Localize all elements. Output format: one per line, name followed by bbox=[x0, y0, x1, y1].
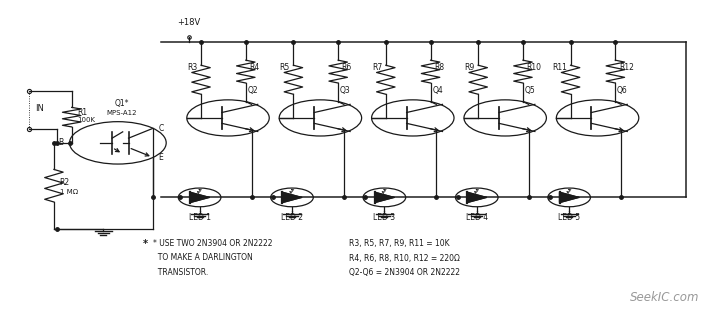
Polygon shape bbox=[283, 192, 301, 203]
Text: LED 4: LED 4 bbox=[466, 213, 487, 222]
Text: R4, R6, R8, R10, R12 = 220Ω: R4, R6, R8, R10, R12 = 220Ω bbox=[349, 253, 459, 262]
Text: IN: IN bbox=[35, 104, 44, 113]
Text: B: B bbox=[59, 138, 64, 147]
Text: E: E bbox=[158, 153, 163, 162]
Text: R8: R8 bbox=[434, 63, 444, 72]
Text: Q6: Q6 bbox=[617, 86, 628, 95]
Text: R4: R4 bbox=[249, 63, 260, 72]
Text: * USE TWO 2N3904 OR 2N2222: * USE TWO 2N3904 OR 2N2222 bbox=[153, 239, 273, 248]
Text: R7: R7 bbox=[372, 63, 383, 72]
Text: Q5: Q5 bbox=[525, 86, 535, 95]
Polygon shape bbox=[375, 192, 394, 203]
Text: R2: R2 bbox=[60, 178, 70, 187]
Text: +18V: +18V bbox=[178, 18, 201, 27]
Text: R9: R9 bbox=[464, 63, 475, 72]
Text: TRANSISTOR.: TRANSISTOR. bbox=[153, 268, 209, 276]
Text: SeekIC.com: SeekIC.com bbox=[631, 291, 700, 304]
Text: Q1*: Q1* bbox=[114, 99, 129, 108]
Text: R3: R3 bbox=[187, 63, 198, 72]
Text: R1: R1 bbox=[78, 108, 88, 117]
Text: 1 MΩ: 1 MΩ bbox=[60, 189, 78, 195]
Polygon shape bbox=[467, 192, 486, 203]
Text: 100K: 100K bbox=[78, 117, 96, 123]
Polygon shape bbox=[559, 192, 579, 203]
Text: R5: R5 bbox=[280, 63, 290, 72]
Text: R12: R12 bbox=[619, 63, 633, 72]
Text: R6: R6 bbox=[342, 63, 352, 72]
Text: LED 2: LED 2 bbox=[281, 213, 303, 222]
Text: R3, R5, R7, R9, R11 = 10K: R3, R5, R7, R9, R11 = 10K bbox=[349, 239, 449, 248]
Polygon shape bbox=[190, 192, 209, 203]
Text: C: C bbox=[158, 124, 164, 133]
Text: Q2: Q2 bbox=[247, 86, 258, 95]
Text: R10: R10 bbox=[526, 63, 541, 72]
Text: Q4: Q4 bbox=[432, 86, 443, 95]
Text: LED 5: LED 5 bbox=[558, 213, 580, 222]
Text: MPS-A12: MPS-A12 bbox=[106, 110, 137, 116]
Text: Q3: Q3 bbox=[340, 86, 351, 95]
Text: *: * bbox=[143, 239, 148, 250]
Text: LED 3: LED 3 bbox=[373, 213, 395, 222]
Text: LED 1: LED 1 bbox=[188, 213, 211, 222]
Text: Q2-Q6 = 2N3904 OR 2N2222: Q2-Q6 = 2N3904 OR 2N2222 bbox=[349, 268, 460, 276]
Text: R11: R11 bbox=[552, 63, 567, 72]
Text: TO MAKE A DARLINGTON: TO MAKE A DARLINGTON bbox=[153, 253, 253, 262]
